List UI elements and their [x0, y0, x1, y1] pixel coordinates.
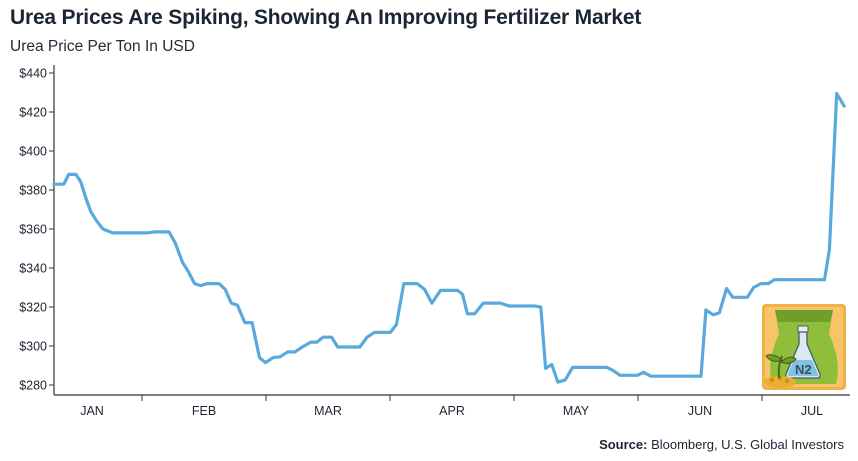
x-tick-label: JAN — [80, 404, 104, 418]
fertilizer-bag-icon: N2 — [762, 304, 846, 390]
x-axis: JAN FEB MAR APR MAY JUN JUL — [54, 394, 850, 418]
y-tick-label: $340 — [19, 262, 47, 276]
y-tick-label: $440 — [19, 67, 47, 81]
x-tick-label: JUN — [688, 404, 712, 418]
y-tick-label: $400 — [19, 145, 47, 159]
y-tick-label: $320 — [19, 301, 47, 315]
chart-subtitle: Urea Price Per Ton In USD — [10, 38, 195, 55]
fertilizer-bag-label: N2 — [795, 362, 812, 377]
x-tick-label: MAR — [314, 404, 342, 418]
x-tick-label: MAY — [563, 404, 590, 418]
y-tick-label: $360 — [19, 223, 47, 237]
source-label: Source: — [599, 437, 648, 452]
x-tick-label: JUL — [801, 404, 823, 418]
y-tick-label: $280 — [19, 379, 47, 393]
y-axis: $440 $420 $400 $380 $360 $340 $320 $300 $280 — [19, 65, 55, 395]
urea-price-line — [52, 91, 846, 384]
x-tick-label: APR — [439, 404, 465, 418]
source-note: Source: Bloomberg, U.S. Global Investors — [599, 437, 844, 452]
y-tick-label: $300 — [19, 340, 47, 354]
chart-title: Urea Prices Are Spiking, Showing An Impr… — [10, 6, 642, 29]
source-text: Bloomberg, U.S. Global Investors — [647, 437, 844, 452]
x-tick-label: FEB — [192, 404, 216, 418]
y-tick-label: $380 — [19, 184, 47, 198]
y-tick-label: $420 — [19, 106, 47, 120]
price-series — [52, 91, 846, 384]
